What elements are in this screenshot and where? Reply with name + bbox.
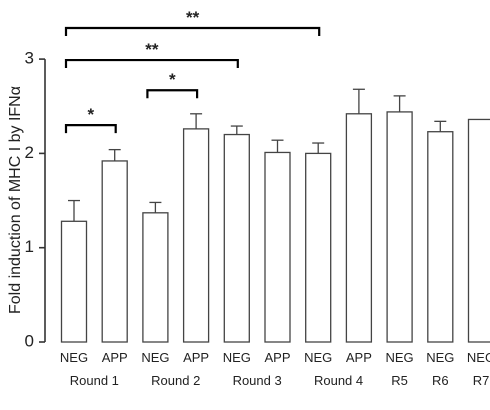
bar-7 (345, 113, 373, 343)
bar-3 (182, 128, 210, 343)
bar-9 (427, 131, 454, 343)
x-tick-label-2: NEG (141, 350, 169, 365)
x-tick-label-8: NEG (386, 350, 414, 365)
group-label-5: R6 (432, 373, 449, 388)
bar-5 (264, 151, 291, 343)
bar-0 (60, 220, 88, 343)
plot-area: 0 1 2 3 NEG APP NEG APP NEG APP NEG APP NEG NEG NEG Rou… (25, 8, 490, 388)
bar-2 (142, 212, 169, 343)
x-tick-label-3: APP (183, 350, 209, 365)
x-tick-label-9: NEG (426, 350, 454, 365)
group-label-6: R7 (473, 373, 490, 388)
x-tick-label-0: NEG (60, 350, 88, 365)
bar-10 (467, 118, 490, 343)
significance-label-3: ** (186, 8, 200, 27)
bar-1 (101, 160, 128, 343)
x-tick-label-5: APP (264, 350, 290, 365)
y-tick-label-1: 1 (25, 237, 34, 256)
significance-bracket-3 (64, 26, 321, 36)
y-tick-label-0: 0 (25, 331, 34, 350)
x-tick-label-4: NEG (223, 350, 251, 365)
x-tick-label-6: NEG (304, 350, 332, 365)
significance-label-1: * (169, 70, 176, 89)
group-label-3: Round 4 (314, 373, 363, 388)
significance-bracket-2 (64, 58, 239, 69)
x-tick-label-10: NEG (467, 350, 490, 365)
bar-8 (386, 111, 413, 343)
significance-label-0: * (88, 105, 95, 124)
bar-4 (223, 133, 250, 343)
group-label-0: Round 1 (70, 373, 119, 388)
y-axis-label: Fold induction of MHC I by IFNα (7, 86, 24, 314)
x-tick-label-1: APP (102, 350, 128, 365)
group-label-2: Round 3 (233, 373, 282, 388)
significance-bracket-1 (146, 89, 199, 99)
y-tick-label-3: 3 (25, 49, 34, 68)
group-label-4: R5 (391, 373, 408, 388)
group-label-1: Round 2 (151, 373, 200, 388)
bar-6 (305, 152, 332, 343)
x-tick-label-7: APP (346, 350, 372, 365)
y-tick-label-2: 2 (25, 143, 34, 162)
significance-bracket-0 (64, 124, 117, 134)
significance-label-2: ** (145, 40, 159, 59)
